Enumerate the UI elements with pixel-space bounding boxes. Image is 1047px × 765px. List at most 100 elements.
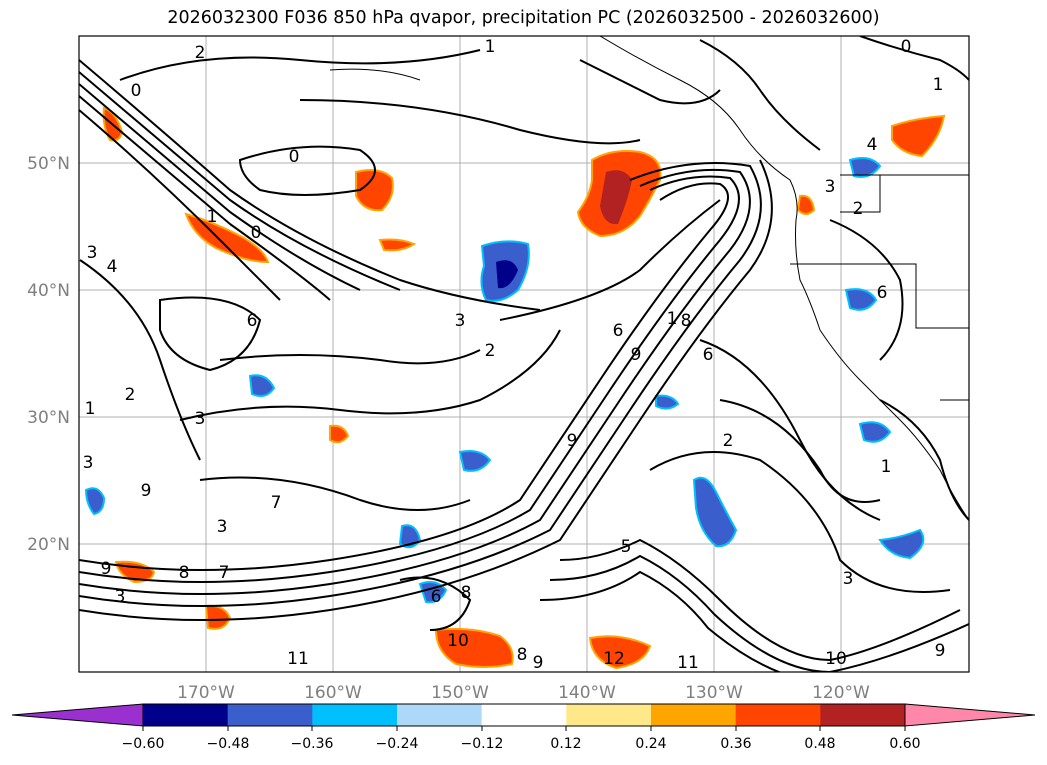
map-frame	[78, 35, 970, 673]
lon-label-160w: 160°W	[304, 683, 362, 703]
contour-line	[879, 399, 969, 521]
contour-line	[549, 554, 969, 672]
contour-label: 9	[567, 431, 578, 451]
precip-blob	[858, 421, 892, 443]
colorbar-tick-label: 0.48	[804, 736, 835, 752]
colorbar-tick-label: −0.12	[461, 736, 504, 752]
lon-label-170w: 170°W	[177, 683, 235, 703]
contour-line	[179, 329, 561, 421]
precip-blob	[329, 424, 350, 444]
precip-blob	[248, 374, 276, 397]
colorbar-segment	[143, 704, 229, 726]
contour-label: 3	[825, 177, 836, 197]
contour-label: 6	[431, 587, 442, 607]
contour-line	[539, 570, 782, 672]
longitude-labels: 170°W 160°W 150°W 140°W 130°W 120°W	[177, 683, 870, 703]
contour-label: 1	[85, 399, 96, 419]
colorbar-tick-label: 0.24	[635, 736, 666, 752]
contour-line	[79, 95, 331, 301]
precip-blob	[655, 394, 680, 410]
contour-label: 10	[447, 631, 469, 651]
contour-label: 5	[621, 537, 632, 557]
contour-label: 3	[87, 243, 98, 263]
contour-label: 8	[681, 311, 692, 331]
precip-blob	[600, 170, 632, 225]
contour-line	[859, 36, 969, 81]
contour-label: 4	[107, 257, 118, 277]
contour-line	[699, 339, 881, 521]
contour-line	[299, 99, 641, 145]
contour-line	[238, 145, 376, 196]
contour-line	[649, 451, 951, 593]
colorbar-segment	[481, 704, 567, 726]
contour-line	[159, 296, 262, 372]
precip-blob	[458, 450, 492, 472]
colorbar: −0.60 −0.48 −0.36 −0.24 −0.12 0.12 0.24 …	[11, 703, 1036, 752]
contour-label: 9	[101, 559, 112, 579]
precip-blob	[434, 627, 514, 668]
contour-line	[829, 219, 904, 361]
colorbar-segment	[820, 704, 906, 726]
contour-line	[219, 349, 481, 365]
contour-line	[79, 259, 201, 461]
precip-blob	[84, 487, 106, 516]
precip-blob	[692, 476, 738, 548]
lon-label-140w: 140°W	[558, 683, 616, 703]
map-background	[79, 36, 969, 672]
lon-label-130w: 130°W	[685, 683, 743, 703]
colorbar-tick-label: 0.12	[550, 736, 581, 752]
contour-label: 9	[935, 641, 946, 661]
colorbar-segment	[397, 704, 483, 726]
contour-line	[79, 159, 773, 621]
coastline-north-america	[599, 36, 969, 521]
colorbar-segment	[312, 704, 398, 726]
colorbar-segments	[12, 704, 1035, 726]
contour-label: 2	[485, 341, 496, 361]
colorbar-segment	[735, 704, 821, 726]
contour-line	[79, 109, 281, 301]
contour-label: 4	[867, 135, 878, 155]
contour-label: 7	[271, 493, 282, 513]
colorbar-segment	[651, 704, 737, 726]
contour-line	[719, 399, 881, 503]
contour-line	[499, 199, 721, 321]
colorbar-tick-label: −0.48	[207, 736, 250, 752]
latitude-labels: 50°N 40°N 30°N 20°N	[27, 154, 70, 555]
colorbar-segment	[566, 704, 652, 726]
contour-label: 8	[517, 645, 528, 665]
contour-line	[199, 476, 471, 511]
contour-label: 8	[179, 563, 190, 583]
contour-label: 6	[877, 283, 888, 303]
state-border	[840, 175, 881, 213]
precip-blob	[844, 288, 878, 311]
contour-label: 1	[881, 457, 892, 477]
lat-label-40n: 40°N	[27, 281, 70, 301]
contour-label: 12	[603, 649, 625, 669]
colorbar-segment	[227, 704, 313, 726]
contour-line	[119, 49, 481, 81]
contour-line	[79, 162, 762, 607]
contour-label: 1	[667, 309, 678, 329]
precip-blob	[891, 114, 946, 158]
precip-blob	[588, 635, 652, 670]
contour-label: 7	[219, 563, 230, 583]
colorbar-extend-min	[12, 704, 143, 726]
contour-label: 10	[825, 649, 847, 669]
contour-label: 6	[247, 311, 258, 331]
colorbar-tick-label: −0.24	[376, 736, 419, 752]
colorbar-extend-max	[905, 704, 1035, 726]
contour-label: 1	[207, 207, 218, 227]
lat-label-30n: 30°N	[27, 408, 70, 428]
colorbar-tick-label: 0.36	[720, 736, 751, 752]
colorbar-outline-right	[904, 703, 1036, 727]
map-title: 2026032300 F036 850 hPa qvapor, precipit…	[167, 8, 880, 28]
contour-label: 11	[677, 653, 699, 673]
contour-line	[79, 168, 751, 595]
state-border	[790, 263, 969, 329]
contour-line	[79, 71, 401, 291]
contour-label: 0	[131, 81, 142, 101]
lon-label-150w: 150°W	[431, 683, 489, 703]
contour-label: 3	[843, 569, 854, 589]
precip-blob	[848, 157, 882, 178]
contour-line	[79, 182, 729, 571]
